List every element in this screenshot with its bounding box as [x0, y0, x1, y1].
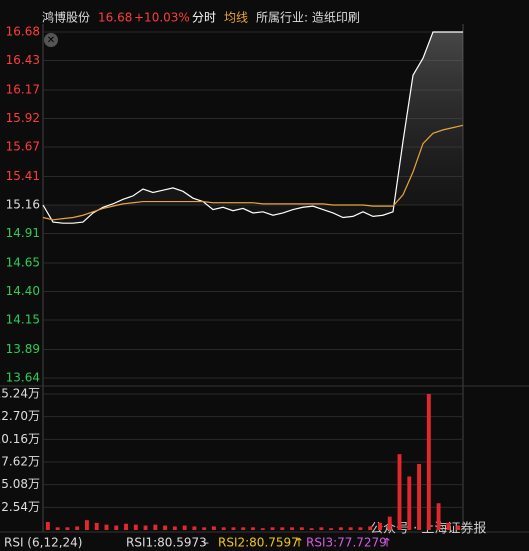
volume-bar	[172, 526, 177, 530]
volume-bar	[114, 525, 119, 530]
y-tick-label: 15.24万	[0, 387, 40, 401]
y-tick-label: 14.15	[6, 312, 40, 326]
volume-bar	[436, 503, 441, 530]
volume-bar	[446, 522, 451, 530]
rsi2-arrow: ↑	[294, 536, 304, 550]
y-tick-label: 15.16	[6, 198, 40, 212]
volume-bar	[260, 528, 265, 530]
volume-bar	[94, 522, 99, 530]
legend-entry: 均线	[224, 11, 248, 25]
y-tick-label: 14.65	[6, 256, 40, 270]
y-tick-label: 13.64	[6, 371, 40, 385]
stock-name: 鸿博股份	[42, 10, 90, 25]
volume-bar	[221, 527, 226, 530]
volume-bar	[378, 522, 382, 530]
volume-bar	[251, 527, 255, 530]
rsi3-arrow: ↑	[382, 536, 392, 550]
y-tick-label: 12.70万	[0, 409, 40, 423]
legend-entry: 分时	[192, 11, 216, 25]
volume-bar	[192, 526, 197, 530]
y-tick-label: 10.16万	[0, 432, 40, 446]
close-button[interactable]	[44, 33, 58, 47]
volume-bar	[309, 528, 314, 530]
volume-bar	[358, 527, 363, 530]
industry: 所属行业: 造纸印刷	[256, 11, 360, 25]
volume-bar	[417, 463, 421, 530]
volume-bar	[65, 527, 70, 530]
volume-bar	[329, 528, 334, 530]
volume-bar	[387, 516, 392, 530]
rsi2: RSI2:80.7597	[218, 536, 299, 550]
change: +10.03%	[134, 11, 190, 25]
volume-bar	[270, 527, 275, 530]
volume-bar	[338, 527, 343, 530]
volume-bar	[143, 525, 148, 530]
volume-bar	[368, 526, 373, 530]
volume-bar	[348, 527, 353, 530]
price-area	[43, 32, 463, 224]
volume-bar	[85, 520, 89, 530]
rsi-label: RSI (6,12,24)	[4, 536, 82, 550]
volume-bar	[456, 525, 461, 530]
rsi1: RSI1:80.5973	[126, 536, 207, 550]
volume-bar	[241, 527, 246, 530]
y-tick-label: 16.68	[6, 25, 40, 39]
y-tick-label: 7.62万	[1, 455, 40, 469]
volume-bar	[153, 524, 158, 530]
y-tick-label: 15.67	[6, 139, 40, 153]
series-line	[42, 124, 464, 221]
y-tick-label: 15.41	[6, 169, 40, 183]
volume-bar	[55, 527, 60, 530]
y-tick-label: 5.08万	[1, 477, 40, 491]
y-tick-label: 16.43	[6, 53, 40, 67]
volume-bar	[211, 526, 216, 530]
series-line	[42, 31, 463, 224]
y-tick-label: 15.92	[6, 111, 40, 125]
volume-bar	[426, 394, 431, 530]
volume-bar	[124, 523, 128, 530]
rsi3: RSI3:77.7279	[306, 536, 387, 550]
close-icon: ✕	[47, 35, 55, 46]
volume-bar	[319, 527, 324, 530]
volume-bar	[163, 525, 168, 530]
volume-bar	[133, 524, 138, 530]
y-tick-label: 16.17	[6, 83, 40, 97]
volume-bar	[280, 527, 285, 530]
y-tick-label: 2.54万	[1, 500, 40, 514]
volume-bar	[290, 527, 295, 530]
y-tick-label: 14.40	[6, 284, 40, 298]
volume-bar	[397, 454, 402, 530]
volume-bar	[75, 526, 80, 530]
price: 16.68	[98, 11, 132, 25]
volume-bar	[182, 525, 187, 530]
volume-bar	[231, 527, 236, 530]
volume-bar	[202, 527, 207, 530]
volume-bar	[104, 524, 109, 530]
volume-bar	[407, 476, 412, 530]
y-tick-label: 14.91	[6, 226, 40, 240]
volume-bar	[299, 527, 304, 530]
rsi1-arrow: –	[203, 536, 209, 550]
y-tick-label: 13.89	[6, 342, 40, 356]
volume-bar	[45, 521, 50, 530]
